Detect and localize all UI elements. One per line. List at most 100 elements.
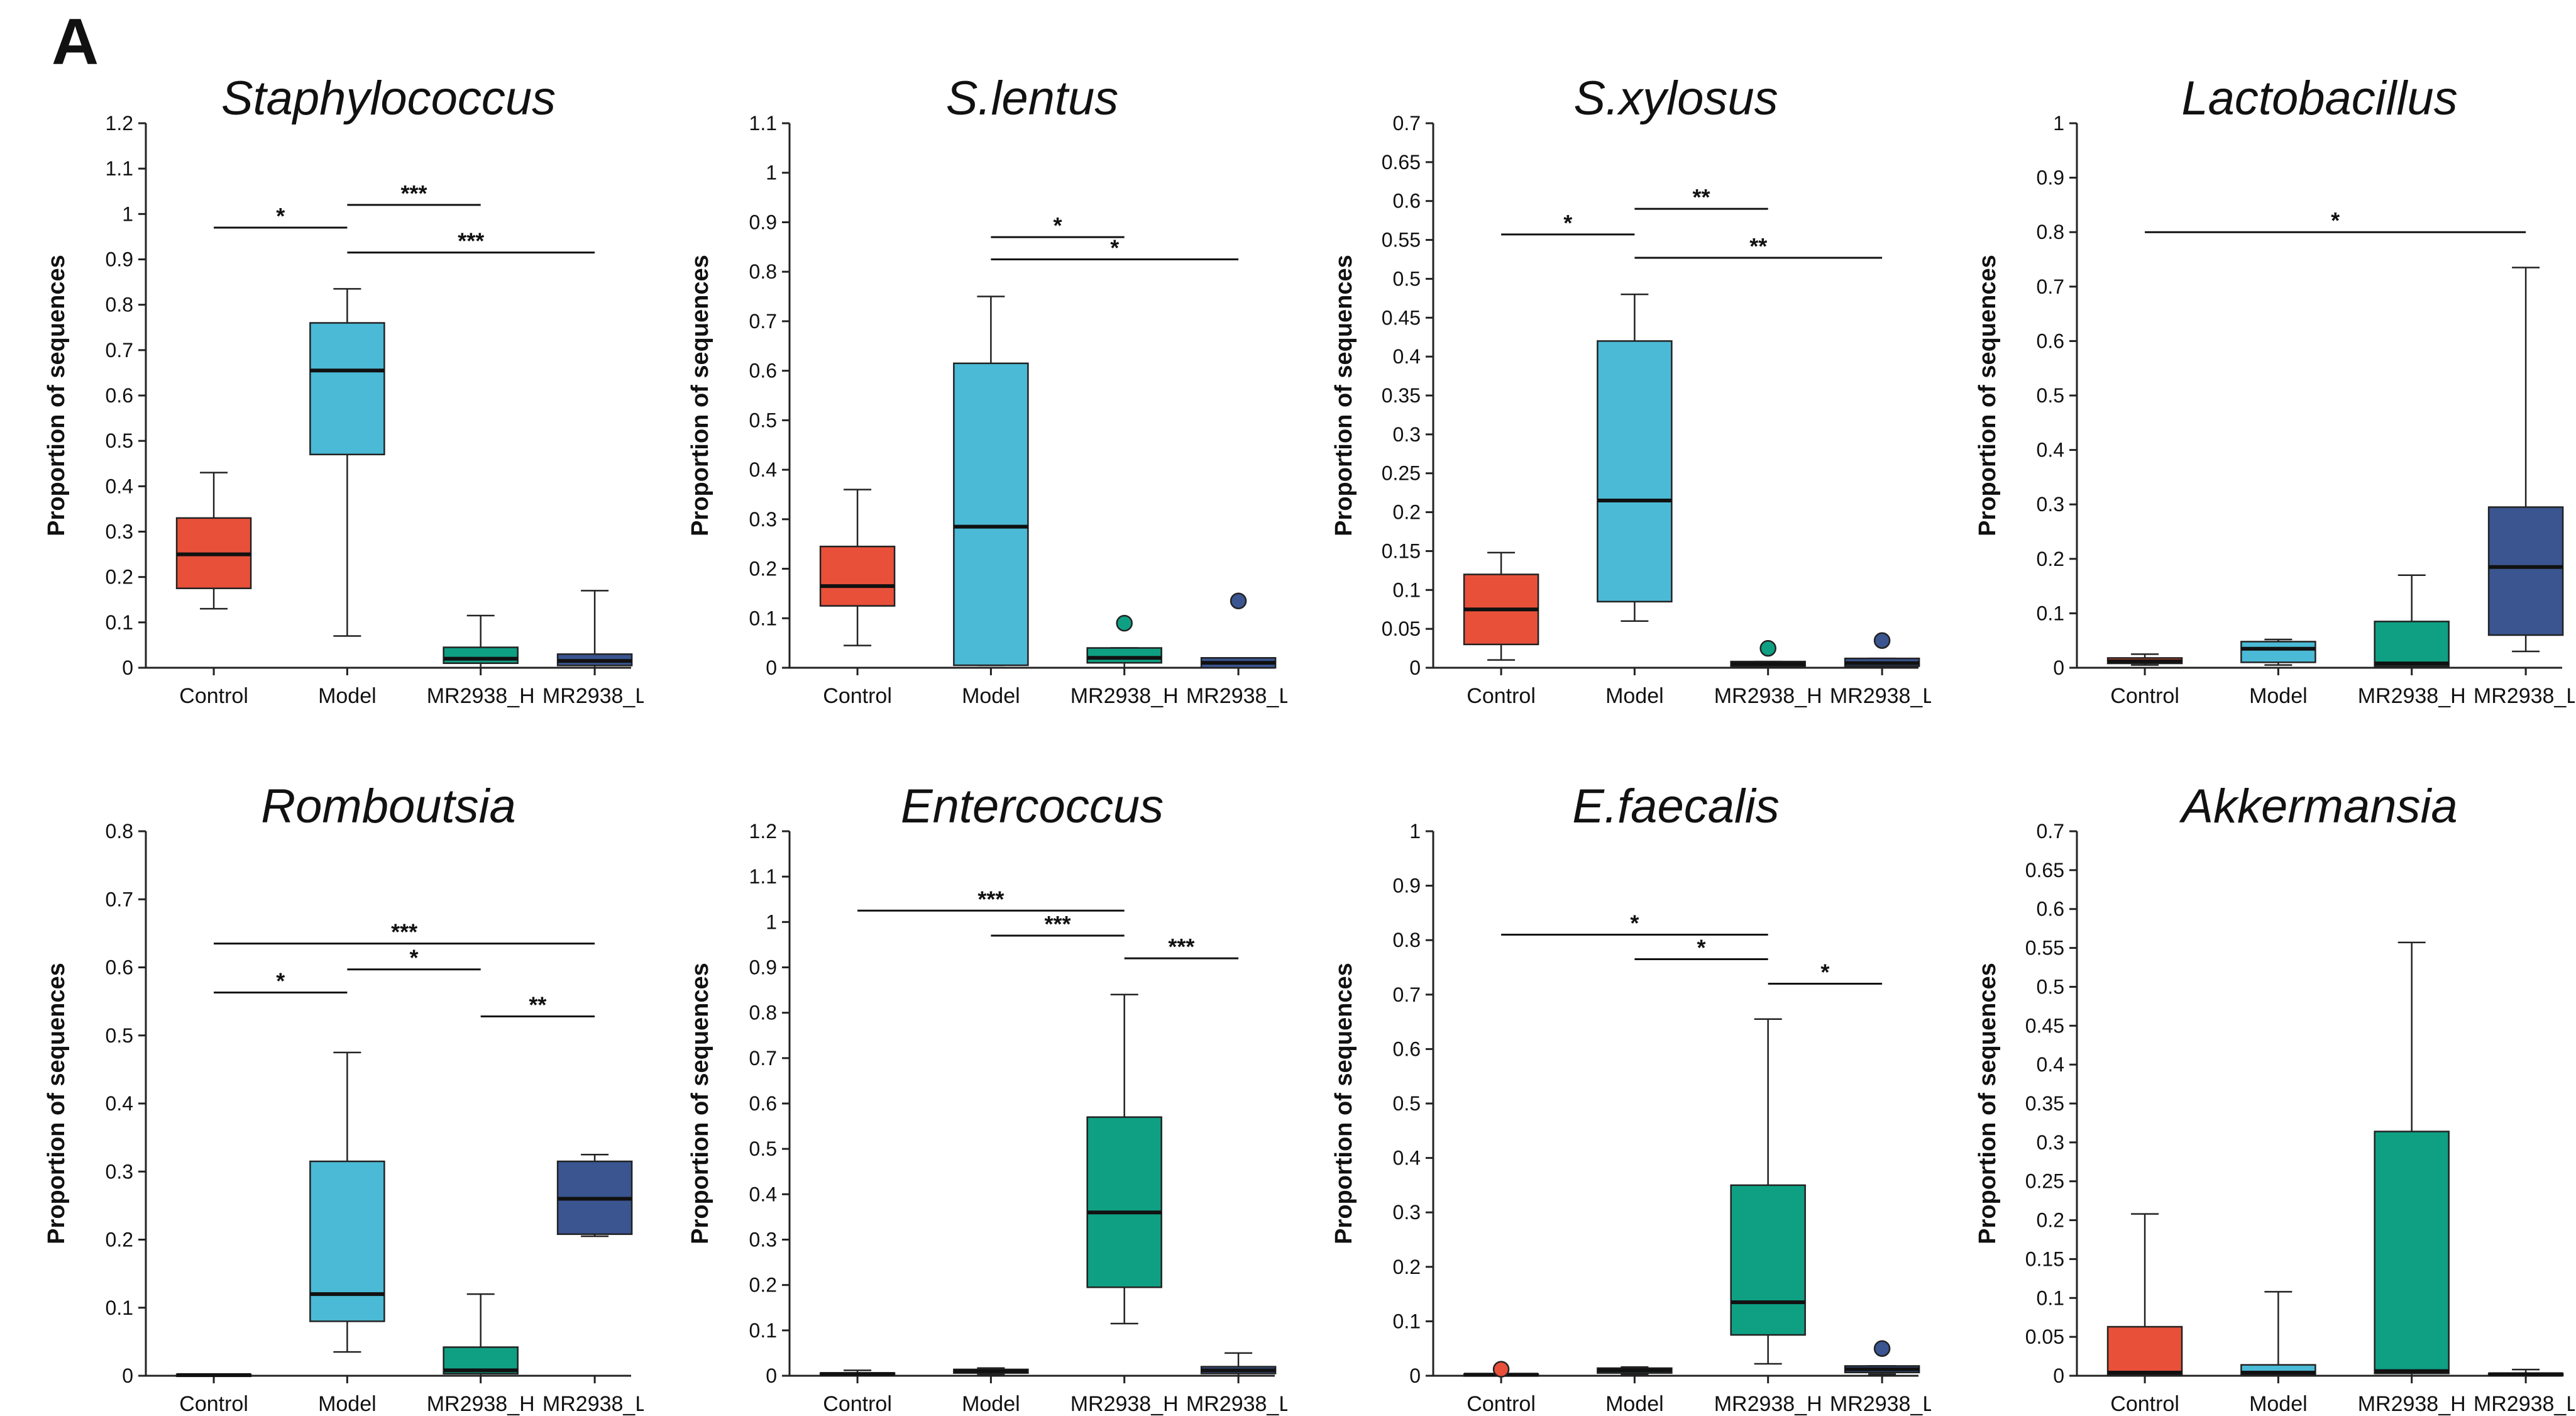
y-tick-label: 0	[766, 1364, 777, 1387]
x-tick-label-control: Control	[1467, 684, 1536, 708]
x-tick-label-mr2938-h: MR2938_H	[1071, 684, 1179, 708]
significance-label: *	[410, 945, 419, 971]
significance-label: *	[1630, 910, 1639, 936]
x-tick-label-mr2938-l: MR2938_L	[1830, 684, 1931, 708]
y-tick-label: 0.9	[2037, 167, 2064, 189]
y-tick-label: 0.55	[2025, 937, 2064, 960]
significance-label: *	[1563, 210, 1572, 236]
chart-entercoccus: Entercoccus Proportion of sequences 0 0.1 0.…	[644, 708, 1287, 1416]
y-tick-label: 1	[1409, 820, 1421, 843]
y-axis-label: Proportion of sequences	[1974, 963, 2001, 1244]
y-tick-label: 0.8	[2037, 221, 2064, 243]
y-axis-label: Proportion of sequences	[43, 963, 70, 1244]
y-tick-label: 0.1	[2037, 602, 2064, 624]
y-axis-label: Proportion of sequences	[687, 963, 713, 1244]
y-tick-label: 0.1	[106, 611, 133, 634]
box-model	[309, 322, 385, 456]
y-tick-label: 0.9	[106, 248, 133, 271]
y-tick-label: 0.7	[749, 1047, 777, 1070]
box-control	[2106, 1325, 2183, 1376]
significance-label: *	[276, 968, 285, 994]
y-tick-label: 0.9	[749, 211, 777, 233]
chart-romboutsia: Romboutsia Proportion of sequences 0 0.1 0.2…	[0, 708, 644, 1416]
significance-label: **	[1693, 184, 1710, 210]
chart-title: E.faecalis	[1572, 780, 1780, 833]
y-tick-label: 1	[766, 910, 777, 933]
chart-title: Akkermansia	[2179, 780, 2457, 833]
y-tick-label: 0.7	[2037, 275, 2064, 298]
x-tick-label-mr2938-l: MR2938_L	[1186, 1392, 1287, 1416]
y-tick-label: 0.6	[106, 384, 133, 407]
x-tick-label-mr2938-l: MR2938_L	[1830, 1392, 1931, 1416]
significance-label: ***	[458, 228, 484, 254]
y-tick-label: 1.2	[749, 820, 777, 843]
outlier-point-mr2938-h	[1759, 639, 1776, 657]
box-mr2938-h	[2374, 621, 2450, 667]
x-tick-label-mr2938-l: MR2938_L	[1186, 684, 1287, 708]
box-mr2938-h	[443, 646, 519, 665]
y-tick-label: 1.1	[749, 865, 777, 888]
y-tick-label: 0.2	[106, 1229, 133, 1251]
chart-svg-staphylococcus: Staphylococcus Proportion of sequences 0 0.…	[43, 72, 644, 708]
y-tick-label: 0.2	[749, 1274, 777, 1297]
y-tick-label: 0.4	[2037, 1053, 2064, 1076]
y-tick-label: 0.9	[1393, 875, 1421, 897]
y-tick-label: 0.3	[106, 1160, 133, 1183]
panel-letter: A	[52, 6, 99, 79]
y-tick-label: 0.1	[749, 607, 777, 629]
y-tick-label: 0.6	[1393, 190, 1421, 213]
x-tick-label-mr2938-l: MR2938_L	[2474, 1392, 2575, 1416]
y-tick-label: 0.6	[106, 956, 133, 979]
outlier-point-mr2938-l	[1873, 1340, 1891, 1357]
x-tick-label-mr2938-h: MR2938_H	[427, 1392, 535, 1416]
box-model	[953, 362, 1029, 667]
y-tick-label: 0	[766, 656, 777, 679]
y-tick-label: 0.35	[1382, 384, 1421, 407]
y-tick-label: 0.5	[1393, 267, 1421, 290]
y-tick-label: 0.3	[749, 1229, 777, 1251]
chart-akkermansia: Akkermansia Proportion of sequences 0 0.05 0…	[1931, 708, 2575, 1416]
y-tick-label: 0.65	[2025, 859, 2064, 882]
x-tick-label-mr2938-l: MR2938_L	[542, 1392, 644, 1416]
y-tick-label: 0.6	[749, 360, 777, 382]
box-mr2938-h	[1086, 1116, 1162, 1288]
y-tick-label: 0.1	[1393, 578, 1421, 601]
box-mr2938-h	[2374, 1131, 2450, 1375]
y-tick-label: 0.45	[1382, 306, 1421, 329]
x-tick-label-mr2938-h: MR2938_H	[2358, 1392, 2466, 1416]
chart-title: S.xylosus	[1573, 72, 1778, 125]
significance-label: ***	[1045, 911, 1071, 937]
y-tick-label: 0.4	[749, 1183, 777, 1205]
significance-label: ***	[401, 180, 427, 206]
y-tick-label: 0.3	[749, 508, 777, 531]
y-tick-label: 0.7	[2037, 820, 2064, 843]
y-tick-label: 0	[1409, 656, 1421, 679]
chart-staphylococcus: Staphylococcus Proportion of sequences 0 0.…	[0, 0, 644, 708]
chart-s-xylosus: S.xylosus Proportion of sequences 0 0.05 0.1…	[1287, 0, 1931, 708]
significance-label: *	[1697, 935, 1706, 961]
significance-label: ***	[977, 886, 1004, 912]
y-tick-label: 0.2	[1393, 1256, 1421, 1278]
y-tick-label: 0.9	[749, 956, 777, 979]
y-tick-label: 0.35	[2025, 1092, 2064, 1115]
outlier-point-mr2938-h	[1116, 614, 1133, 632]
x-tick-label-model: Model	[1605, 1392, 1664, 1416]
y-tick-label: 0.55	[1382, 229, 1421, 252]
y-tick-label: 0.2	[2037, 1209, 2064, 1232]
x-tick-label-model: Model	[2249, 1392, 2308, 1416]
box-mr2938-h	[1730, 1184, 1806, 1336]
y-tick-label: 0.4	[2037, 439, 2064, 462]
box-mr2938-l	[2487, 506, 2564, 636]
chart-title: Romboutsia	[261, 780, 516, 833]
y-axis-label: Proportion of sequences	[1331, 255, 1357, 536]
x-tick-label-model: Model	[962, 684, 1020, 708]
y-tick-label: 0.65	[1382, 151, 1421, 174]
y-tick-label: 0.05	[2025, 1325, 2064, 1348]
y-axis-label: Proportion of sequences	[1974, 255, 2001, 536]
chart-title: Entercoccus	[901, 780, 1164, 833]
y-tick-label: 0.2	[2037, 548, 2064, 570]
y-tick-label: 0	[122, 656, 133, 679]
x-tick-label-mr2938-h: MR2938_H	[1714, 684, 1822, 708]
chart-svg-lactobacillus: Lactobacillus Proportion of sequences 0 0.1…	[1974, 72, 2575, 708]
chart-title: Lactobacillus	[2181, 72, 2457, 125]
